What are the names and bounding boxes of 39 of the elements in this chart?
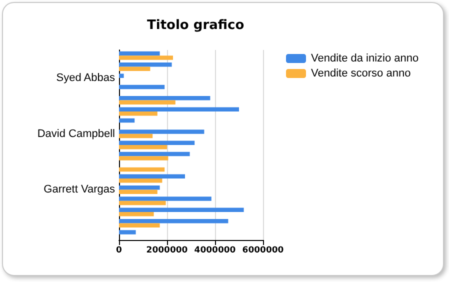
- legend-label: Vendite da inizio anno: [311, 52, 419, 64]
- bar: [119, 118, 135, 123]
- bar: [119, 62, 172, 67]
- bar: [119, 56, 173, 60]
- y-tick-label: David Campbell: [37, 128, 115, 140]
- chart-title: Titolo grafico: [147, 18, 244, 33]
- x-tick-label: 6000000: [242, 246, 284, 256]
- bar: [119, 145, 167, 150]
- bar: [119, 100, 176, 105]
- bar: [119, 174, 185, 179]
- bar: [119, 107, 239, 112]
- x-tick-label: 0: [116, 246, 122, 256]
- bar: [119, 74, 124, 78]
- bar: [119, 140, 195, 145]
- legend-label: Vendite scorso anno: [311, 68, 411, 80]
- y-tick-label: Garrett Vargas: [44, 184, 116, 196]
- x-tick-label: 4000000: [194, 246, 236, 256]
- bar: [119, 185, 160, 190]
- bar: [119, 212, 154, 216]
- bar: [119, 190, 158, 194]
- bar: [119, 208, 244, 212]
- bar: [119, 51, 160, 56]
- bar: [119, 196, 212, 201]
- bar: [119, 111, 158, 116]
- bar: [119, 84, 165, 90]
- bar: [119, 66, 150, 72]
- bar: [119, 130, 204, 134]
- bar: [119, 167, 165, 172]
- x-tick-label: 2000000: [146, 246, 188, 256]
- y-tick-label: Syed Abbas: [56, 72, 116, 84]
- bar: [119, 223, 160, 228]
- bar: [119, 200, 166, 206]
- bar: [119, 218, 228, 224]
- bar: [119, 230, 136, 234]
- bar: [119, 152, 190, 156]
- bar: [119, 156, 168, 160]
- bar: [119, 178, 162, 183]
- bar: [119, 134, 153, 138]
- bar: [119, 96, 210, 100]
